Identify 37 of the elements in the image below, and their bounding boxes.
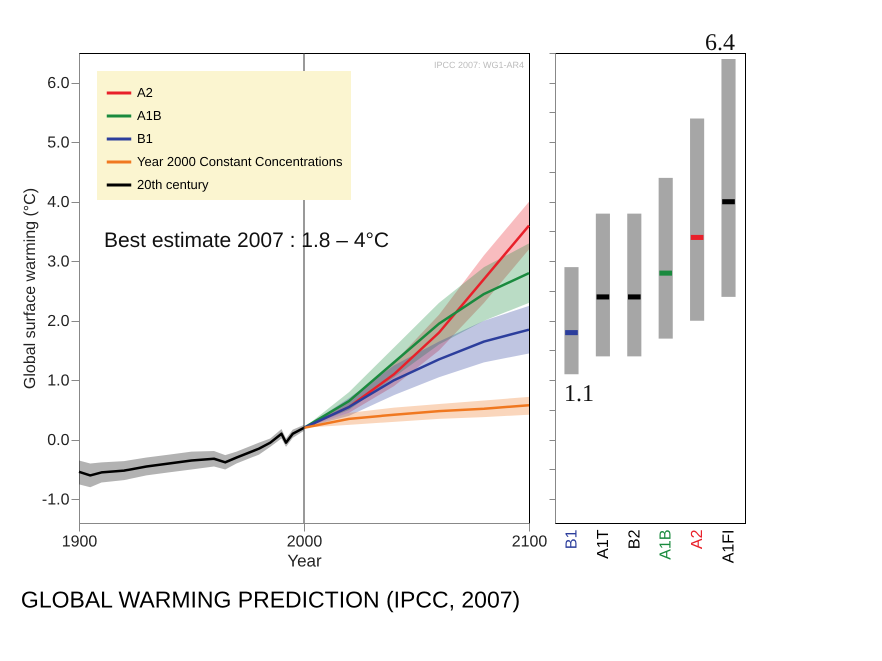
y-tick-label: -1.0	[42, 492, 70, 509]
y-tick-label: 0.0	[47, 432, 70, 450]
line-series	[302, 328, 530, 430]
y-tick-label: 6.0	[47, 75, 70, 92]
x-tick-label: 2000	[286, 534, 322, 550]
x-tick-label: B2	[626, 529, 644, 550]
x-tick-label: A1T	[594, 529, 612, 559]
y-tick-label: 3.0	[47, 254, 70, 271]
bar	[596, 214, 610, 356]
y-tick-label: 5.0	[47, 134, 70, 152]
annotation: 1.1	[564, 381, 594, 407]
text: GLOBAL WARMING PREDICTION (IPCC, 2007)	[20, 586, 520, 612]
bar	[658, 178, 673, 339]
x-tick-label: A1B	[658, 530, 675, 560]
x-axis-title: Year	[287, 552, 322, 570]
legend-label: B1	[137, 131, 153, 146]
x-tick-label: B1	[563, 529, 580, 550]
x-tick-label: 2100	[512, 534, 548, 550]
y-tick-label: 4.0	[47, 194, 70, 212]
annotation: IPCC 2007: WG1-AR4	[434, 60, 524, 70]
legend-label: Year 2000 Constant Concentrations	[137, 154, 343, 169]
annotation: 6.4	[705, 30, 735, 56]
y-tick-label: 2.0	[47, 313, 70, 330]
line-series	[78, 426, 306, 477]
legend-label: A2	[137, 85, 153, 100]
x-tick-label: 1900	[62, 534, 98, 550]
x-tick-label: A2	[689, 529, 706, 550]
legend-label: 20th century	[137, 177, 210, 192]
legend-label: A1B	[137, 108, 162, 123]
line-series	[302, 404, 530, 430]
x-tick-label: A1FI	[720, 530, 738, 564]
bar	[627, 214, 642, 356]
y-axis-title: Global surface warming (°C)	[22, 188, 39, 390]
bar	[721, 58, 736, 297]
bar	[564, 267, 579, 374]
y-tick-label: 1.0	[47, 372, 70, 390]
bar	[690, 118, 704, 321]
